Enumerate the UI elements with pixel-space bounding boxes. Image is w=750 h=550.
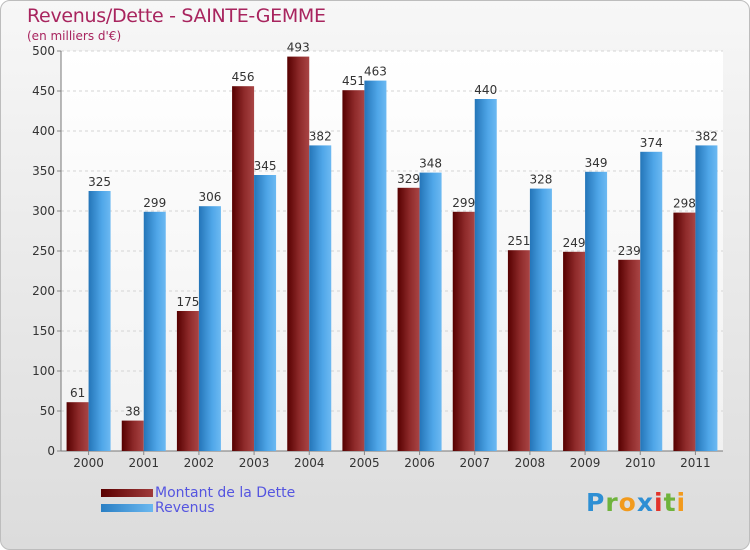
bar-revenue [198,206,221,451]
data-label-revenue: 345 [254,159,277,173]
logo-letter: o [618,488,637,517]
data-label-debt: 38 [125,405,140,419]
data-label-debt: 451 [342,74,365,88]
y-tick-label: 250 [32,244,55,258]
data-label-revenue: 374 [640,136,663,150]
bar-revenue [585,171,608,452]
bar-revenue [695,145,718,451]
bar-debt [507,250,530,451]
y-tick-label: 350 [32,164,55,178]
data-label-debt: 329 [397,172,420,186]
y-tick-label: 100 [32,364,55,378]
bar-revenue [88,191,111,451]
x-tick-label: 2006 [404,456,435,470]
x-tick-label: 2000 [73,456,104,470]
bar-debt [397,187,420,452]
x-tick-label: 2009 [570,456,601,470]
bar-revenue [474,99,497,451]
x-tick-label: 2010 [625,456,656,470]
y-tick-label: 450 [32,84,55,98]
data-label-revenue: 382 [695,129,718,143]
y-tick-label: 300 [32,204,55,218]
legend-label-revenue: Revenus [155,500,215,516]
chart-title: Revenus/Dette - SAINTE-GEMME [27,5,326,27]
data-label-debt: 456 [232,70,255,84]
y-tick-label: 200 [32,284,55,298]
bar-debt [176,311,199,451]
logo-letter: x [636,488,654,517]
logo-letter: i [654,488,664,517]
bar-debt [452,211,475,451]
data-label-debt: 249 [563,236,586,250]
bar-revenue [254,175,277,451]
bar-debt [673,212,696,451]
y-tick-label: 50 [40,404,55,418]
data-label-revenue: 306 [198,190,221,204]
legend-label-debt: Montant de la Dette [155,485,296,501]
data-label-revenue: 382 [309,129,332,143]
x-tick-label: 2002 [184,456,215,470]
bar-revenue [419,172,442,451]
data-label-revenue: 440 [474,83,497,97]
data-label-revenue: 325 [88,175,111,189]
data-label-revenue: 463 [364,65,387,79]
x-tick-label: 2008 [515,456,546,470]
data-label-revenue: 349 [585,156,608,170]
data-label-debt: 175 [176,295,199,309]
data-label-revenue: 348 [419,157,442,171]
bar-debt [287,56,310,451]
data-label-debt: 239 [618,244,641,258]
legend-swatch-debt [101,489,153,497]
bar-revenue [364,80,387,451]
y-tick-label: 150 [32,324,55,338]
bar-debt [342,90,365,451]
data-label-revenue: 299 [143,196,166,210]
legend-swatch-revenue [101,504,153,512]
bar-revenue [529,188,552,451]
bar-revenue [309,145,332,451]
bar-revenue [143,211,166,451]
data-label-debt: 61 [70,386,85,400]
data-label-revenue: 328 [529,173,552,187]
logo-letter: r [605,488,619,517]
proxiti-logo: Proxiti [586,488,686,517]
y-tick-label: 500 [32,44,55,58]
y-tick-label: 400 [32,124,55,138]
data-label-debt: 299 [452,196,475,210]
bar-debt [618,259,641,451]
x-tick-label: 2007 [459,456,490,470]
logo-letter: t [663,488,677,517]
data-label-debt: 493 [287,41,310,55]
bar-revenue [640,151,663,452]
data-label-debt: 298 [673,197,696,211]
logo-letter: P [586,488,606,517]
data-label-debt: 251 [507,234,530,248]
x-tick-label: 2003 [239,456,270,470]
logo-letter: i [676,488,687,517]
x-tick-label: 2011 [680,456,711,470]
y-tick-label: 0 [47,444,55,458]
chart-subtitle: (en milliers d'€) [27,29,122,43]
bar-debt [121,420,144,451]
bar-debt [232,86,255,451]
bar-debt [563,251,586,451]
x-tick-label: 2005 [349,456,380,470]
x-tick-label: 2004 [294,456,325,470]
x-tick-label: 2001 [128,456,159,470]
bar-debt [66,402,89,451]
